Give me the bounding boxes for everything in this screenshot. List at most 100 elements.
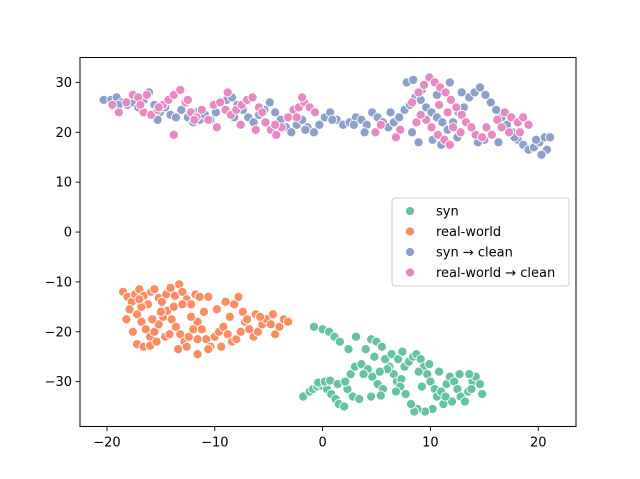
data-point <box>345 369 356 380</box>
data-point <box>394 112 405 123</box>
legend-label: real-world → clean <box>436 266 555 281</box>
data-point <box>270 119 281 130</box>
data-point <box>141 89 152 100</box>
x-tick-label: 0 <box>318 436 326 451</box>
data-point <box>395 124 406 135</box>
data-point <box>194 291 205 302</box>
data-point <box>376 341 387 352</box>
legend-label: real-world <box>436 225 501 240</box>
data-point <box>300 124 311 135</box>
data-point <box>186 299 197 310</box>
data-point <box>454 369 465 380</box>
data-point <box>474 379 486 390</box>
data-point <box>134 294 145 305</box>
data-point <box>518 112 529 123</box>
data-point <box>375 390 386 401</box>
data-point <box>413 366 424 377</box>
data-point <box>250 124 261 135</box>
data-point <box>531 134 542 145</box>
data-point <box>442 107 453 118</box>
data-point <box>175 84 186 95</box>
data-point <box>360 344 371 355</box>
legend-marker <box>404 246 416 258</box>
data-point <box>168 301 179 312</box>
data-point <box>121 314 132 325</box>
data-point <box>448 122 459 133</box>
data-point <box>359 127 370 138</box>
legend-marker <box>404 267 416 278</box>
data-point <box>366 391 377 402</box>
data-point <box>233 291 244 302</box>
data-point <box>415 109 426 120</box>
data-point <box>271 129 282 140</box>
data-point <box>203 114 214 125</box>
data-point <box>242 314 253 325</box>
data-point <box>192 334 203 345</box>
data-point <box>339 401 350 412</box>
legend-marker <box>404 226 416 237</box>
data-point <box>255 311 266 322</box>
data-point <box>189 114 200 125</box>
data-point <box>451 102 462 113</box>
data-point <box>156 296 167 307</box>
data-point <box>176 104 187 115</box>
data-point <box>536 149 547 160</box>
x-tick-label: 10 <box>422 436 439 451</box>
legend-entry: real-world <box>404 225 501 240</box>
series-1 <box>118 279 294 360</box>
data-point <box>177 299 188 310</box>
data-point <box>413 137 424 148</box>
data-point <box>477 132 488 143</box>
y-tick-label: 20 <box>55 126 72 141</box>
data-point <box>270 107 281 118</box>
data-point <box>257 107 268 118</box>
y-tick-label: −20 <box>45 325 72 340</box>
data-point <box>340 376 351 387</box>
data-point <box>434 99 445 110</box>
data-point <box>426 122 437 133</box>
data-point <box>464 369 475 380</box>
scatter-points <box>98 72 556 417</box>
data-point <box>390 386 401 397</box>
data-point <box>393 354 404 365</box>
data-point <box>425 376 436 387</box>
data-point <box>153 102 164 113</box>
x-tick-label: −10 <box>201 436 228 451</box>
data-point <box>400 389 411 400</box>
data-point <box>348 119 359 130</box>
series-0 <box>298 321 488 417</box>
data-point <box>481 122 492 133</box>
data-point <box>504 127 515 138</box>
data-point <box>407 97 418 108</box>
data-point <box>211 304 222 315</box>
data-point <box>493 137 504 148</box>
data-point <box>411 117 422 128</box>
data-point <box>416 381 427 392</box>
data-point <box>182 94 193 105</box>
data-point <box>237 306 248 317</box>
data-point <box>492 114 503 125</box>
data-point <box>166 314 177 325</box>
data-point <box>247 92 258 103</box>
data-point <box>390 132 401 143</box>
data-point <box>113 107 124 118</box>
data-point <box>437 117 448 128</box>
data-point <box>444 139 455 150</box>
y-tick-label: 0 <box>64 226 72 241</box>
data-point <box>523 119 534 130</box>
y-tick-label: −30 <box>45 375 72 390</box>
data-point <box>408 74 419 85</box>
y-tick-label: 10 <box>55 176 72 191</box>
data-point <box>168 129 179 140</box>
data-point <box>545 132 556 143</box>
x-tick-label: 20 <box>530 436 547 451</box>
data-point <box>327 114 338 125</box>
data-point <box>211 122 222 133</box>
data-point <box>308 321 320 332</box>
data-point <box>151 336 162 347</box>
data-point <box>343 344 354 355</box>
data-point <box>186 311 197 322</box>
data-point <box>496 122 507 133</box>
